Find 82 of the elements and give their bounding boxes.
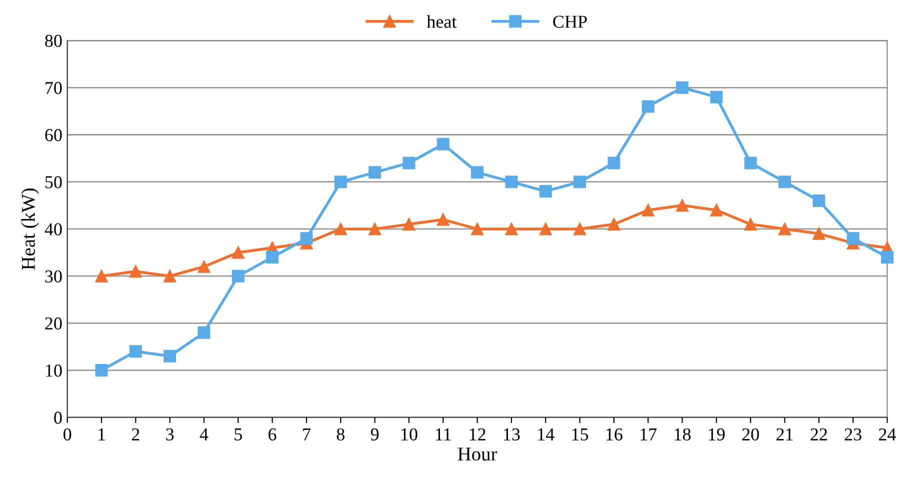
point — [266, 250, 279, 264]
y-tick-label: 80 — [45, 34, 62, 47]
point — [95, 364, 108, 377]
y-tick-label: 60 — [45, 129, 62, 142]
x-tick-label: 4 — [200, 428, 208, 440]
point — [368, 166, 382, 179]
y-tick-label: 70 — [46, 82, 62, 94]
point — [676, 199, 689, 212]
x-tick-label: 2 — [132, 428, 140, 440]
x-tick-label: 6 — [268, 428, 276, 440]
x-tick-label: 10 — [402, 428, 418, 440]
y-tick-label: 40 — [44, 223, 62, 236]
point — [505, 176, 518, 188]
x-tick-label: 23 — [844, 428, 862, 440]
x-tick-label: 20 — [742, 428, 759, 440]
point — [676, 81, 689, 94]
x-tick-label: 11 — [436, 428, 451, 440]
point — [232, 246, 244, 259]
point — [436, 213, 450, 226]
x-tick-label: 17 — [640, 428, 657, 440]
point — [539, 222, 552, 236]
x-tick-label: 3 — [166, 428, 174, 440]
x-tick-label: 13 — [504, 428, 520, 440]
x-tick-label: 24 — [878, 428, 896, 440]
point — [232, 270, 244, 282]
point — [471, 222, 484, 236]
x-tick-label: 8 — [336, 428, 344, 440]
x-tick-label: 1 — [98, 428, 105, 440]
point — [402, 156, 416, 170]
point — [710, 90, 723, 104]
x-tick-label: 9 — [370, 428, 379, 440]
x-tick-label: 12 — [470, 428, 486, 440]
legend-label: heat — [426, 15, 457, 28]
x-tick-label: 14 — [538, 428, 554, 440]
point — [539, 185, 552, 198]
y-tick-label: 0 — [54, 412, 62, 424]
point — [436, 138, 450, 150]
y-tick-label: 20 — [45, 317, 62, 330]
point — [642, 100, 654, 113]
point — [95, 270, 108, 282]
point — [574, 176, 586, 188]
point — [368, 222, 382, 236]
y-tick-label: 10 — [46, 364, 62, 377]
point — [402, 218, 416, 230]
point — [129, 345, 142, 358]
point — [471, 166, 484, 179]
point — [198, 260, 210, 273]
y-tick-label: 50 — [45, 176, 62, 188]
point — [574, 222, 586, 236]
x-tick-label: 19 — [708, 428, 725, 440]
x-tick-label: 5 — [234, 428, 242, 440]
point — [778, 222, 791, 236]
x-tick-label: 0 — [64, 428, 72, 440]
x-tick-label: 22 — [810, 428, 827, 440]
point — [812, 227, 826, 240]
x-tick-label: 7 — [303, 428, 310, 440]
x-tick-label: 16 — [606, 428, 622, 440]
point — [744, 156, 757, 170]
point — [334, 222, 347, 236]
point — [710, 204, 723, 216]
point — [744, 218, 757, 230]
point — [642, 204, 654, 216]
point — [880, 250, 894, 264]
point — [778, 176, 791, 188]
legend-label: CHP — [553, 16, 587, 28]
point — [198, 326, 210, 339]
point — [164, 350, 176, 362]
point — [846, 232, 860, 245]
point — [129, 265, 142, 278]
x-axis-title: Hour — [458, 448, 498, 461]
y-axis-title: Heat (kW) — [21, 188, 39, 270]
point — [608, 218, 620, 230]
point — [812, 194, 826, 207]
x-tick-label: 15 — [572, 428, 588, 440]
x-tick-label: 18 — [674, 428, 691, 440]
point — [608, 156, 620, 170]
point — [300, 232, 313, 245]
y-tick-label: 30 — [45, 270, 62, 283]
point — [334, 176, 347, 188]
point — [164, 270, 176, 282]
x-tick-label: 21 — [776, 428, 793, 440]
point — [505, 222, 518, 236]
